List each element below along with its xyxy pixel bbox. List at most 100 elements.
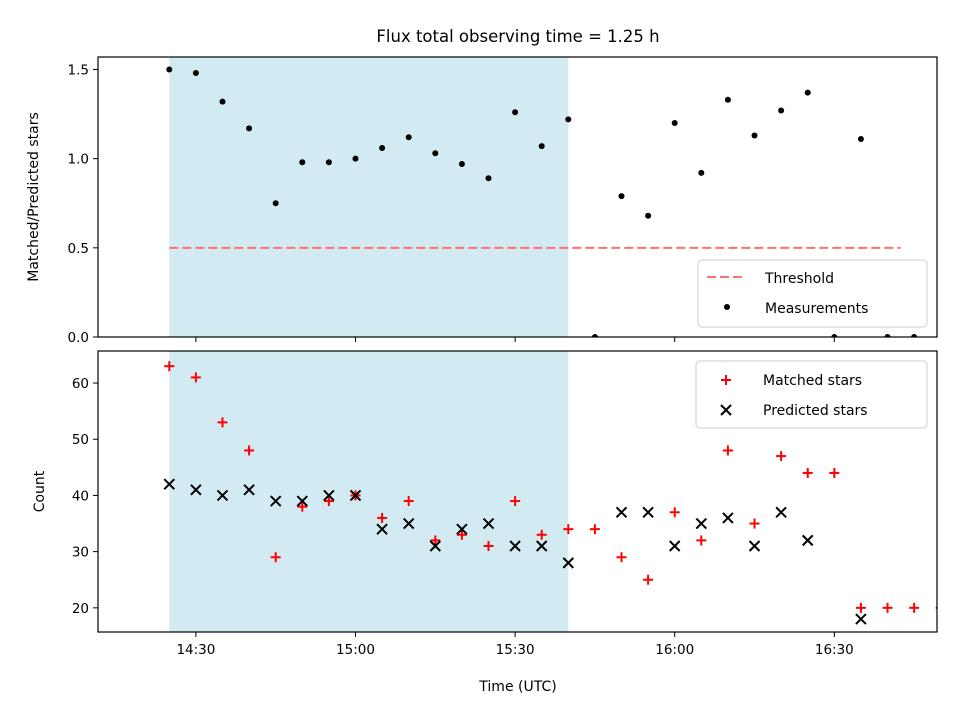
y-tick-label: 50	[72, 432, 89, 448]
predicted-stars-point	[456, 523, 468, 535]
measurements-point	[379, 144, 386, 151]
measurements-point	[751, 132, 758, 139]
matched-stars-point	[190, 372, 201, 383]
matched-stars-point	[802, 467, 813, 478]
measurements-point	[911, 334, 918, 337]
measurements-point	[192, 70, 199, 77]
plot-area-1	[163, 361, 937, 625]
predicted-stars-point	[349, 489, 362, 502]
measurements-point	[166, 66, 173, 73]
matched-stars-point	[563, 524, 574, 535]
measurements-point	[565, 116, 572, 123]
measurements-point	[857, 136, 864, 143]
matched-stars-point	[722, 445, 733, 456]
matched-stars-point	[882, 602, 893, 613]
measurements-point	[698, 169, 705, 176]
matched-stars-point	[456, 529, 467, 540]
matched-stars-point	[909, 602, 920, 613]
y-tick-label: 1.0	[68, 152, 89, 168]
predicted-stars-point	[402, 517, 415, 530]
predicted-stars-point	[376, 523, 388, 535]
x-tick-label: 15:00	[336, 642, 375, 658]
matched-stars-point	[589, 524, 600, 535]
measurements-point	[938, 334, 944, 340]
matched-stars-point	[297, 501, 308, 512]
predicted-stars-point	[269, 495, 282, 507]
measurements-point	[671, 119, 678, 126]
predicted-stars-point	[216, 489, 229, 502]
matched-stars-point	[403, 496, 414, 507]
measurements-point	[831, 334, 838, 337]
x-tick-label: 14:30	[176, 642, 215, 658]
measurements-point	[272, 200, 279, 207]
matched-stars-point	[696, 535, 707, 546]
legend: Matched stars Predicted stars	[695, 360, 928, 429]
measurements-point	[804, 89, 811, 96]
shaded-observing-span	[169, 351, 569, 632]
predicted-stars-point	[535, 540, 548, 552]
predicted-stars-point	[722, 512, 734, 524]
legend-box	[697, 259, 928, 328]
predicted-stars-point	[669, 540, 681, 552]
measurements-point	[432, 150, 439, 157]
measurements-point	[645, 212, 652, 219]
predicted-stars-point	[642, 506, 654, 519]
predicted-stars-point	[509, 540, 521, 552]
count-panel: 20 30 40 50 60 14:30 15:00 15:30 16:00 16:30 Count…	[32, 350, 938, 658]
axes-frame	[97, 350, 938, 633]
matched-stars-point	[217, 417, 228, 428]
matched-stars-point	[270, 552, 281, 563]
predicted-stars-point	[429, 540, 442, 552]
matched-stars-point	[643, 574, 654, 585]
predicted-stars-point	[243, 484, 255, 496]
x-axis-label: Time (UTC)	[478, 679, 556, 695]
matched-stars-point	[164, 361, 175, 372]
legend-measurements-swatch	[724, 304, 730, 310]
legend-measurements-label: Measurements	[765, 301, 868, 317]
measurements-point	[884, 334, 891, 337]
y-tick-label: 30	[72, 545, 89, 561]
matched-stars-point	[855, 602, 866, 613]
y-tick-label: 20	[72, 601, 89, 617]
predicted-stars-point	[695, 517, 708, 530]
x-tick-label: 16:00	[655, 642, 694, 658]
predicted-stars-point	[296, 495, 309, 507]
y-tick-label: 0.5	[68, 241, 89, 257]
measurements-point	[219, 98, 226, 105]
legend-predicted-swatch	[720, 404, 732, 416]
predicted-stars-point	[615, 506, 628, 519]
matched-stars-point	[323, 496, 334, 507]
measurements-point	[325, 159, 332, 166]
predicted-stars-point	[323, 489, 335, 502]
predicted-stars-point	[163, 478, 175, 490]
y-tick-label: 0.0	[68, 330, 89, 346]
shaded-observing-span	[169, 57, 569, 337]
measurements-point	[246, 125, 253, 132]
matched-stars-point	[377, 512, 388, 523]
measurements-point	[352, 155, 359, 162]
measurements-point	[485, 175, 492, 182]
predicted-stars-point	[855, 613, 867, 625]
predicted-stars-point	[775, 506, 787, 519]
measurements-point	[591, 334, 598, 337]
y-tick-label: 60	[72, 376, 89, 392]
y-axis-label: Count	[32, 470, 48, 512]
plot-area-0	[166, 66, 944, 340]
matched-stars-point	[483, 541, 494, 552]
measurements-point	[538, 143, 545, 150]
chart-title: Flux total observing time = 1.25 h	[376, 27, 659, 46]
y-axis-label: Matched/Predicted stars	[26, 112, 42, 282]
matched-stars-point	[510, 496, 521, 507]
axes-frame	[97, 56, 938, 338]
measurements-point	[618, 193, 625, 200]
predicted-stars-point	[748, 540, 761, 552]
ratio-panel: 0.0 0.5 1.0 1.5 Matched/Predicted stars Thres…	[26, 56, 944, 346]
matched-stars-point	[536, 529, 547, 540]
legend-predicted-label: Predicted stars	[763, 403, 868, 419]
matched-stars-point	[616, 552, 627, 563]
matched-stars-point	[776, 451, 787, 462]
measurements-point	[512, 109, 519, 116]
y-tick-label: 40	[72, 488, 89, 504]
legend-matched-swatch	[721, 375, 731, 385]
